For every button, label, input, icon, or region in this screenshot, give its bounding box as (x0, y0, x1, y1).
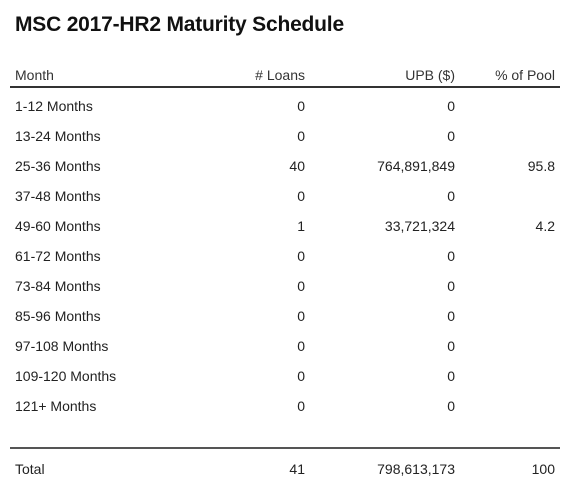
cell-upb: 0 (447, 188, 455, 204)
cell-upb: 0 (447, 308, 455, 324)
cell-pct-of-pool: 4.2 (535, 218, 555, 234)
cell-upb: 0 (447, 98, 455, 114)
cell-pct-of-pool: 95.8 (527, 158, 555, 174)
cell-month: 25-36 Months (15, 158, 101, 174)
cell-loans: 0 (297, 188, 305, 204)
cell-loans: 40 (289, 158, 305, 174)
cell-month: 121+ Months (15, 398, 97, 414)
cell-loans: 0 (297, 398, 305, 414)
table-title: MSC 2017-HR2 Maturity Schedule (15, 13, 344, 36)
cell-month: 13-24 Months (15, 128, 101, 144)
table-row: 49-60 Months 1 33,721,324 4.2 (10, 211, 560, 241)
cell-loans: 0 (297, 308, 305, 324)
column-header-month: Month (15, 67, 54, 83)
table-row: 73-84 Months 0 0 (10, 271, 560, 301)
maturity-schedule-table: Month # Loans UPB ($) % of Pool 1-12 Mon… (10, 62, 560, 489)
cell-month: 49-60 Months (15, 218, 101, 234)
column-header-upb: UPB ($) (405, 67, 455, 83)
total-divider (10, 421, 560, 449)
cell-upb: 0 (447, 248, 455, 264)
cell-loans: 0 (297, 368, 305, 384)
table-row: 1-12 Months 0 0 (10, 91, 560, 121)
cell-month: 73-84 Months (15, 278, 101, 294)
cell-month: 85-96 Months (15, 308, 101, 324)
cell-upb: 764,891,849 (377, 158, 455, 174)
cell-loans: 1 (297, 218, 305, 234)
cell-upb: 33,721,324 (384, 218, 455, 234)
cell-month: 61-72 Months (15, 248, 101, 264)
cell-month: 97-108 Months (15, 338, 109, 354)
cell-loans: 0 (297, 338, 305, 354)
cell-loans: 0 (297, 98, 305, 114)
table-body: 1-12 Months 0 0 13-24 Months 0 0 25-36 Months 4… (10, 88, 560, 421)
column-header-pct-of-pool: % of Pool (495, 67, 555, 83)
cell-loans: 0 (297, 278, 305, 294)
cell-upb: 0 (447, 278, 455, 294)
cell-month: 1-12 Months (15, 98, 93, 114)
table-row: 97-108 Months 0 0 (10, 331, 560, 361)
table-row: 61-72 Months 0 0 (10, 241, 560, 271)
cell-loans: 0 (297, 128, 305, 144)
column-header-loans: # Loans (255, 67, 305, 83)
total-row: Total 41 798,613,173 100 (10, 449, 560, 489)
cell-loans: 0 (297, 248, 305, 264)
total-pct-of-pool: 100 (531, 461, 555, 477)
table-row: 25-36 Months 40 764,891,849 95.8 (10, 151, 560, 181)
total-upb: 798,613,173 (377, 461, 455, 477)
cell-upb: 0 (447, 128, 455, 144)
total-label: Total (15, 461, 45, 477)
table-row: 85-96 Months 0 0 (10, 301, 560, 331)
cell-upb: 0 (447, 398, 455, 414)
table-header-row: Month # Loans UPB ($) % of Pool (10, 62, 560, 88)
cell-month: 37-48 Months (15, 188, 101, 204)
table-row: 121+ Months 0 0 (10, 391, 560, 421)
table-row: 13-24 Months 0 0 (10, 121, 560, 151)
cell-month: 109-120 Months (15, 368, 117, 384)
table-row: 109-120 Months 0 0 (10, 361, 560, 391)
table-row: 37-48 Months 0 0 (10, 181, 560, 211)
cell-upb: 0 (447, 368, 455, 384)
cell-upb: 0 (447, 338, 455, 354)
total-loans: 41 (289, 461, 305, 477)
